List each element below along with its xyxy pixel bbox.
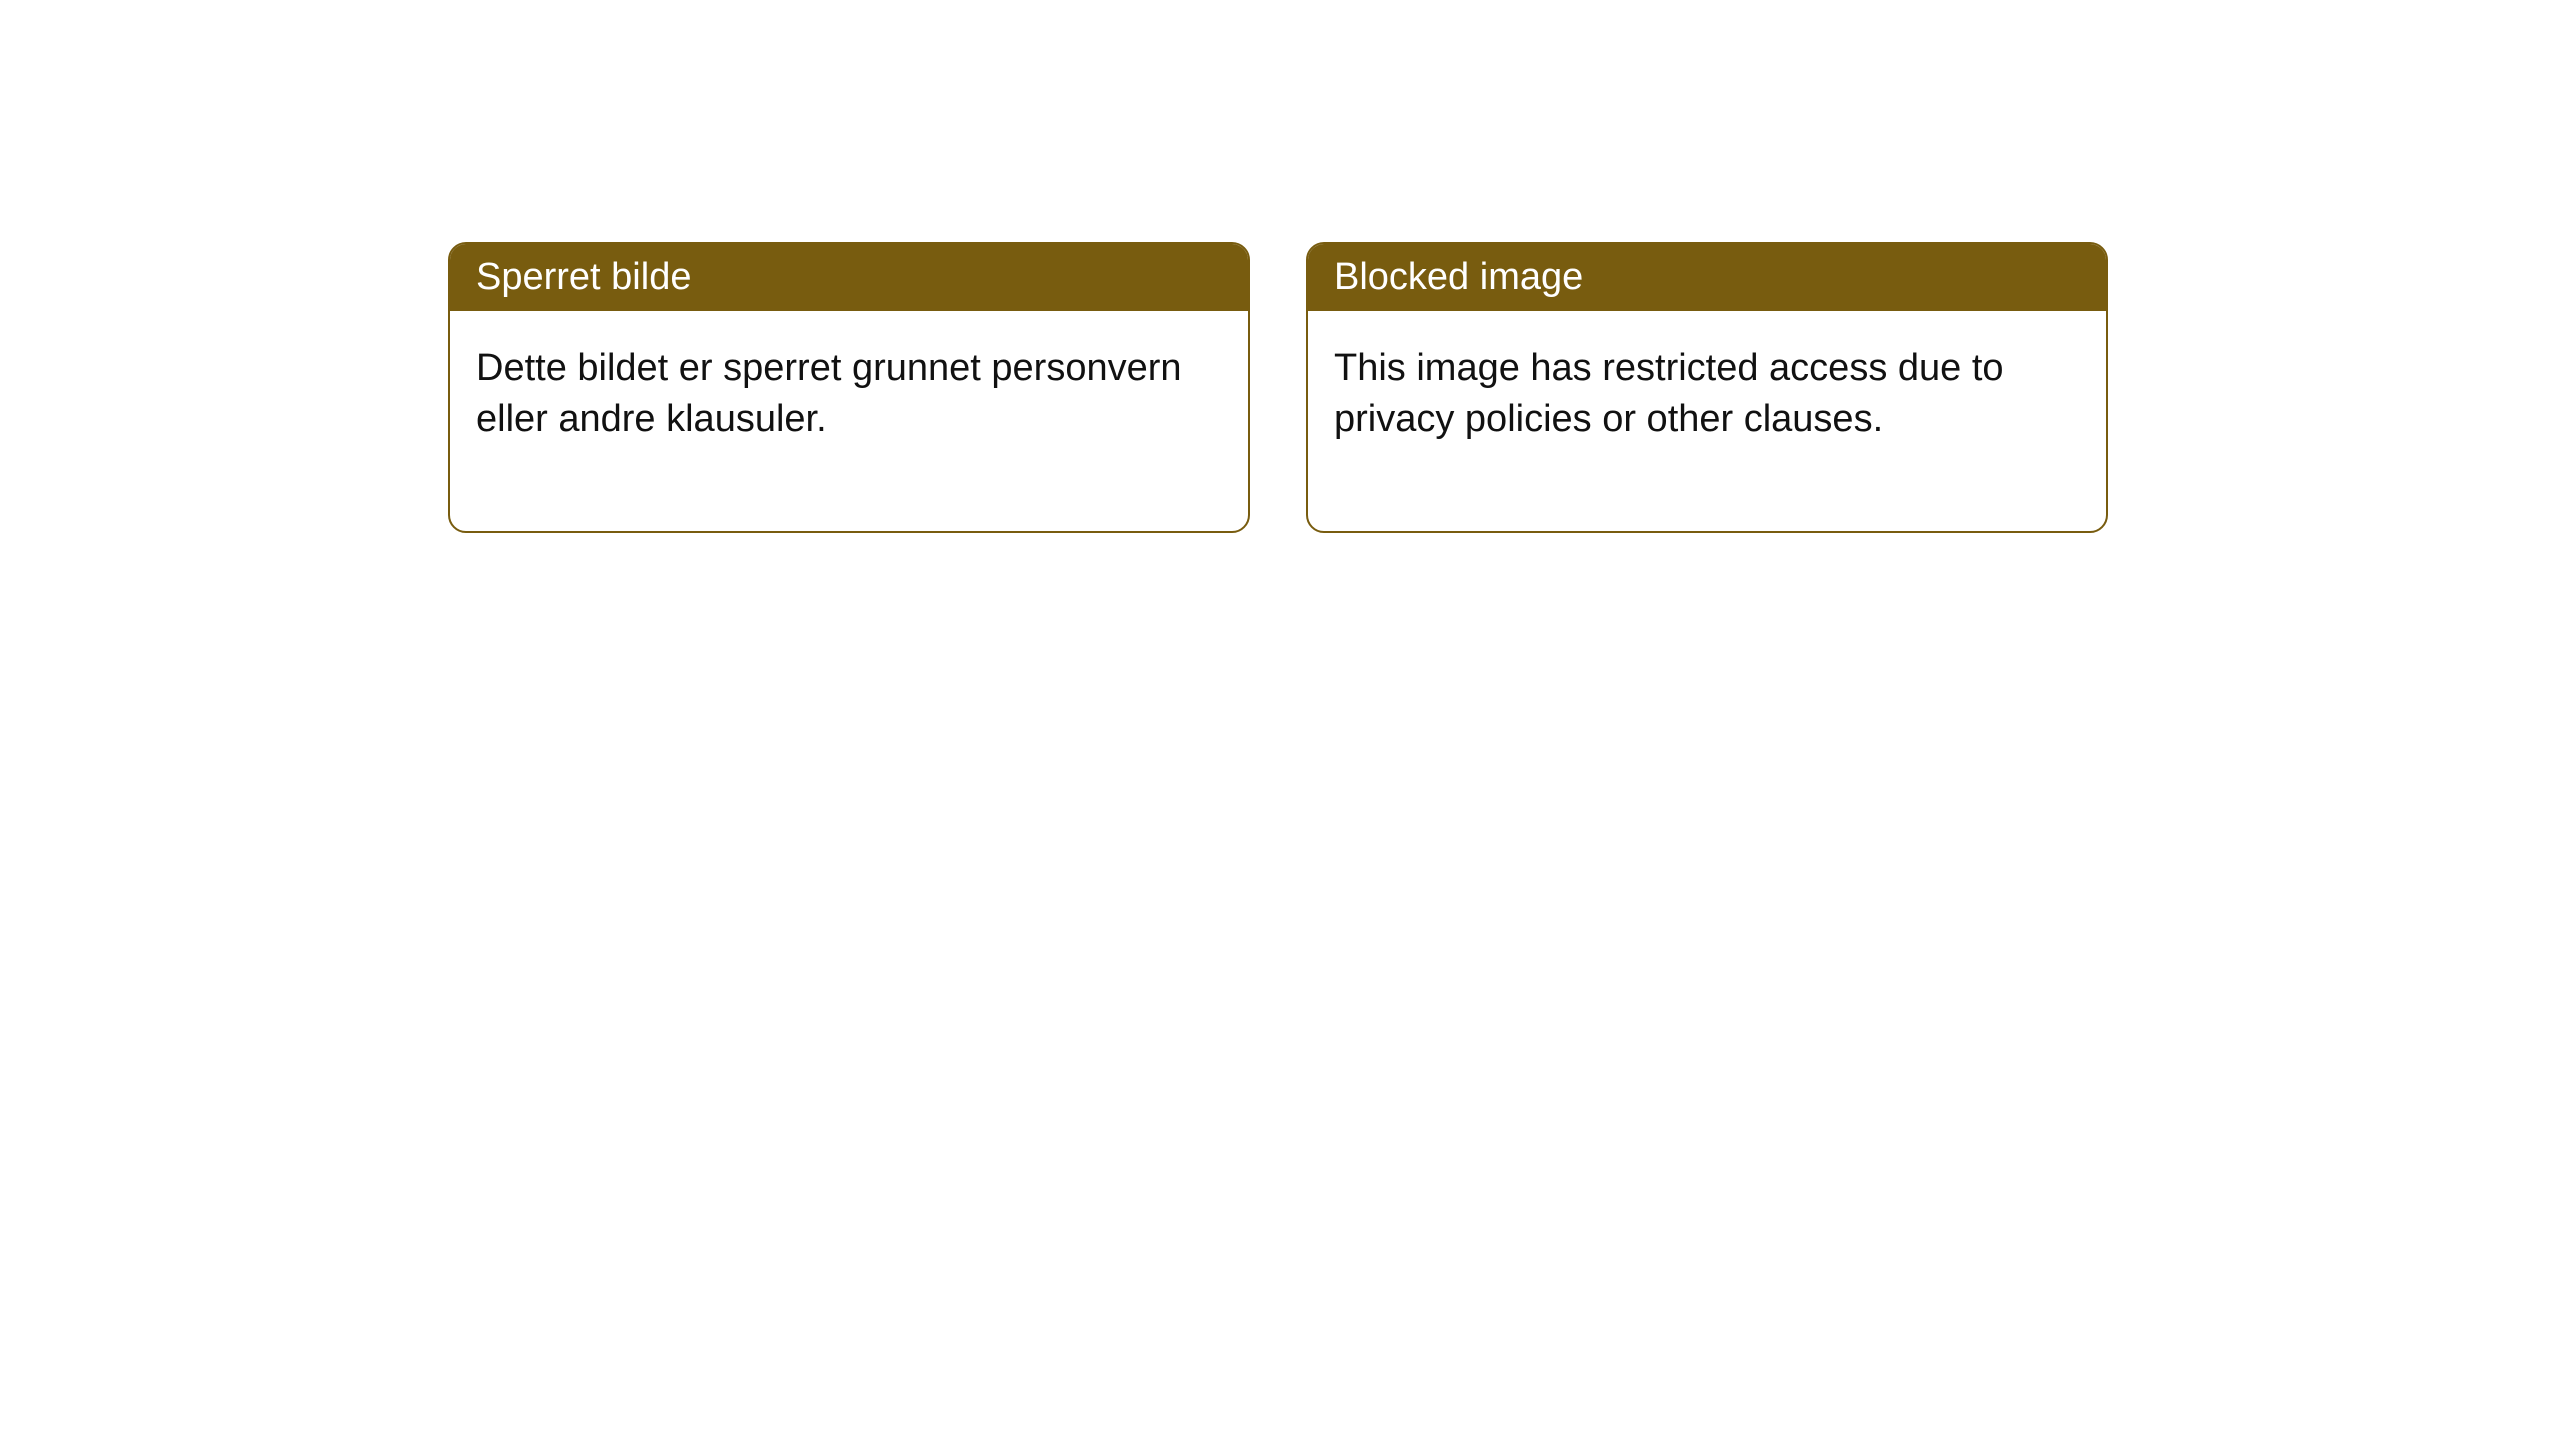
card-body-no: Dette bildet er sperret grunnet personve… xyxy=(450,311,1248,531)
card-header-en: Blocked image xyxy=(1308,244,2106,311)
card-header-no: Sperret bilde xyxy=(450,244,1248,311)
card-body-en: This image has restricted access due to … xyxy=(1308,311,2106,531)
blocked-image-card-no: Sperret bilde Dette bildet er sperret gr… xyxy=(448,242,1250,533)
notice-container: Sperret bilde Dette bildet er sperret gr… xyxy=(0,0,2560,533)
blocked-image-card-en: Blocked image This image has restricted … xyxy=(1306,242,2108,533)
